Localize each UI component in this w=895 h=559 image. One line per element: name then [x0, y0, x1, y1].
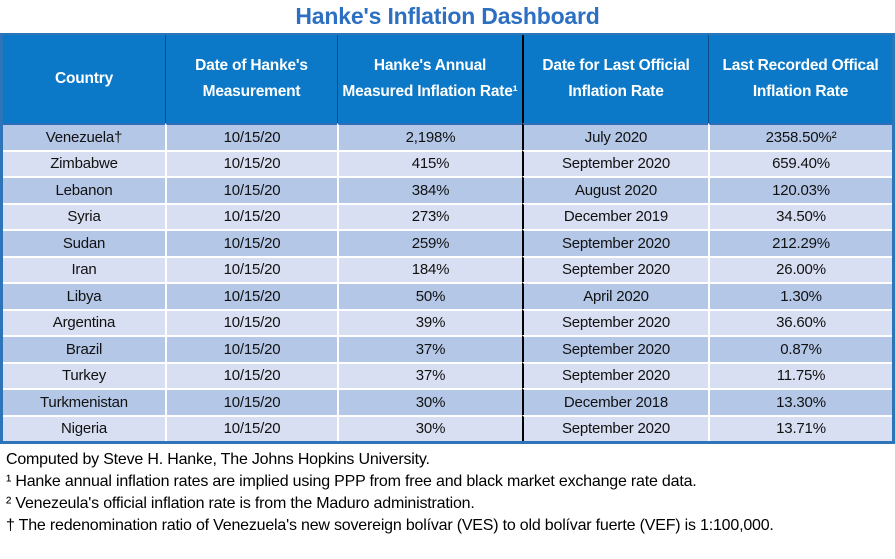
- table-cell: 2,198%: [337, 123, 522, 150]
- table-row: Lebanon 10/15/20 384% August 2020 120.03%: [3, 176, 892, 203]
- footnote-1: ¹ Hanke annual inflation rates are impli…: [6, 473, 697, 490]
- table-cell: Venezuela†: [3, 123, 165, 150]
- table-cell: 384%: [337, 176, 522, 203]
- table-row: Iran 10/15/20 184% September 2020 26.00%: [3, 255, 892, 282]
- table-cell: 10/15/20: [165, 282, 337, 309]
- header-cell-official-rate: Last Recorded Offical Inflation Rate: [708, 35, 892, 123]
- table-cell: 10/15/20: [165, 388, 337, 415]
- table-cell: 10/15/20: [165, 229, 337, 256]
- table-cell: April 2020: [522, 282, 708, 309]
- table-cell: Syria: [3, 202, 165, 229]
- table-row: Turkey 10/15/20 37% September 2020 11.75%: [3, 361, 892, 388]
- table-cell: July 2020: [522, 123, 708, 150]
- table-header-row: Country Date of Hanke's Measurement Hank…: [3, 35, 892, 123]
- inflation-dashboard-table: Country Date of Hanke's Measurement Hank…: [0, 33, 895, 444]
- table-cell: 13.30%: [708, 388, 892, 415]
- table-cell: September 2020: [522, 308, 708, 335]
- table-cell: 37%: [337, 361, 522, 388]
- table-cell: September 2020: [522, 255, 708, 282]
- table-cell: 37%: [337, 335, 522, 362]
- table-cell: 13.71%: [708, 414, 892, 441]
- footnote-attribution: Computed by Steve H. Hanke, The Johns Ho…: [6, 451, 430, 468]
- table-cell: Turkmenistan: [3, 388, 165, 415]
- table-cell: Nigeria: [3, 414, 165, 441]
- table-cell: 26.00%: [708, 255, 892, 282]
- table-row: Libya 10/15/20 50% April 2020 1.30%: [3, 282, 892, 309]
- table-cell: 10/15/20: [165, 123, 337, 150]
- table-cell: September 2020: [522, 335, 708, 362]
- header-cell-official-date: Date for Last Official Inflation Rate: [522, 35, 708, 123]
- table-cell: 184%: [337, 255, 522, 282]
- table-row: Zimbabwe 10/15/20 415% September 2020 659.40…: [3, 149, 892, 176]
- header-cell-hanke-rate: Hanke's Annual Measured Inflation Rate¹: [337, 35, 522, 123]
- table-cell: 30%: [337, 414, 522, 441]
- table-header: Country Date of Hanke's Measurement Hank…: [3, 35, 892, 123]
- table-cell: 10/15/20: [165, 308, 337, 335]
- header-cell-measurement-date: Date of Hanke's Measurement: [165, 35, 337, 123]
- table-cell: 10/15/20: [165, 176, 337, 203]
- table-cell: 39%: [337, 308, 522, 335]
- table-cell: 10/15/20: [165, 335, 337, 362]
- table-row: Nigeria 10/15/20 30% September 2020 13.71%: [3, 414, 892, 441]
- table-cell: 259%: [337, 229, 522, 256]
- header-cell-country: Country: [3, 35, 165, 123]
- footnotes: Computed by Steve H. Hanke, The Johns Ho…: [0, 444, 895, 537]
- table-cell: September 2020: [522, 229, 708, 256]
- table-cell: September 2020: [522, 361, 708, 388]
- table-cell: Turkey: [3, 361, 165, 388]
- table-cell: December 2018: [522, 388, 708, 415]
- table-cell: 30%: [337, 388, 522, 415]
- table-cell: 50%: [337, 282, 522, 309]
- table-cell: 0.87%: [708, 335, 892, 362]
- table-cell: September 2020: [522, 414, 708, 441]
- page-title: Hanke's Inflation Dashboard: [295, 3, 600, 29]
- table-body: Venezuela† 10/15/20 2,198% July 2020 2358.50…: [3, 123, 892, 441]
- footnote-dagger: † The redenomination ratio of Venezuela'…: [6, 517, 774, 534]
- table-cell: 1.30%: [708, 282, 892, 309]
- table-cell: 415%: [337, 149, 522, 176]
- table-cell: 10/15/20: [165, 202, 337, 229]
- table-cell: 10/15/20: [165, 255, 337, 282]
- table-cell: Zimbabwe: [3, 149, 165, 176]
- table-cell: 10/15/20: [165, 361, 337, 388]
- table-row: Argentina 10/15/20 39% September 2020 36.60%: [3, 308, 892, 335]
- table-cell: 10/15/20: [165, 149, 337, 176]
- table-cell: 212.29%: [708, 229, 892, 256]
- table-cell: 10/15/20: [165, 414, 337, 441]
- table-cell: Sudan: [3, 229, 165, 256]
- table-cell: September 2020: [522, 149, 708, 176]
- table-cell: Lebanon: [3, 176, 165, 203]
- table-cell: 273%: [337, 202, 522, 229]
- table-row: Brazil 10/15/20 37% September 2020 0.87%: [3, 335, 892, 362]
- table-cell: 34.50%: [708, 202, 892, 229]
- table-row: Syria 10/15/20 273% December 2019 34.50%: [3, 202, 892, 229]
- table-row: Turkmenistan 10/15/20 30% December 2018 13.3…: [3, 388, 892, 415]
- table-cell: Argentina: [3, 308, 165, 335]
- table-cell: 36.60%: [708, 308, 892, 335]
- table-cell: Libya: [3, 282, 165, 309]
- table-cell: 120.03%: [708, 176, 892, 203]
- table-cell: 659.40%: [708, 149, 892, 176]
- footnote-2: ² Venezeula's official inflation rate is…: [6, 495, 475, 512]
- table-row: Sudan 10/15/20 259% September 2020 212.29%: [3, 229, 892, 256]
- table-cell: Brazil: [3, 335, 165, 362]
- table-cell: 11.75%: [708, 361, 892, 388]
- table-cell: August 2020: [522, 176, 708, 203]
- table-cell: December 2019: [522, 202, 708, 229]
- table-cell: 2358.50%²: [708, 123, 892, 150]
- table-cell: Iran: [3, 255, 165, 282]
- table-row: Venezuela† 10/15/20 2,198% July 2020 2358.50…: [3, 123, 892, 150]
